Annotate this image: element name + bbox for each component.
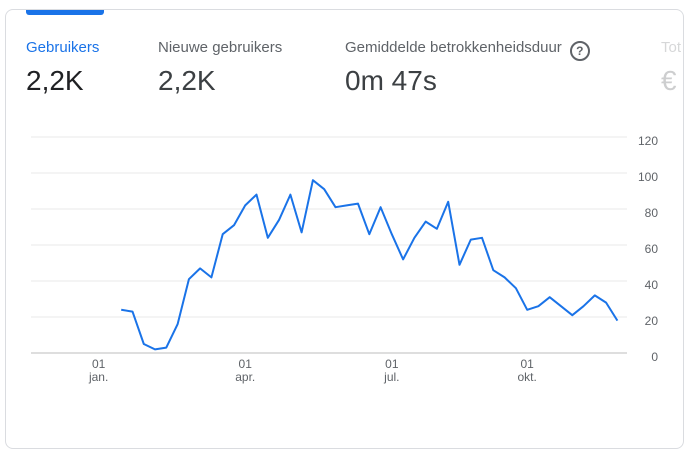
x-tick-label: 01 jan. <box>88 357 109 384</box>
y-tick-label: 40 <box>645 278 659 292</box>
metric-label: Tot <box>661 39 682 56</box>
metric-label: Gebruikers <box>26 39 100 56</box>
card: Gebruikers 2,2K Nieuwe gebruikers 2,2K G… <box>5 9 684 449</box>
metric-value: € <box>661 65 677 96</box>
metric-tab[interactable]: Gemiddelde betrokkenheidsduur? 0m 47s <box>345 38 590 98</box>
metric-value: 0m 47s <box>345 65 437 96</box>
active-tab-indicator <box>26 10 104 15</box>
metric-label: Gemiddelde betrokkenheidsduur <box>345 39 562 56</box>
metric-tab[interactable]: Nieuwe gebruikers 2,2K <box>158 38 282 98</box>
y-tick-label: 60 <box>645 242 659 256</box>
y-tick-label: 20 <box>645 314 659 328</box>
metric-label: Nieuwe gebruikers <box>158 39 283 56</box>
data-line <box>121 179 619 351</box>
metric-tab[interactable]: Gebruikers 2,2K <box>26 38 99 98</box>
help-icon[interactable]: ? <box>569 41 590 61</box>
metric-label-row: Gemiddelde betrokkenheidsduur? <box>345 38 590 61</box>
metric-value: 2,2K <box>26 65 84 96</box>
y-tick-label: 0 <box>651 350 658 364</box>
x-tick-label: 01 jul. <box>384 357 400 384</box>
y-tick-label: 100 <box>638 170 658 184</box>
y-tick-label: 120 <box>638 134 658 148</box>
x-tick-label: 01 apr. <box>235 357 256 384</box>
y-tick-label: 80 <box>645 206 659 220</box>
x-tick-label: 01 okt. <box>517 357 537 384</box>
metric-tab[interactable]: Tot € <box>661 38 681 98</box>
metric-value: 2,2K <box>158 65 216 96</box>
chart: 0 20 40 60 80 100 120 <box>31 134 659 364</box>
